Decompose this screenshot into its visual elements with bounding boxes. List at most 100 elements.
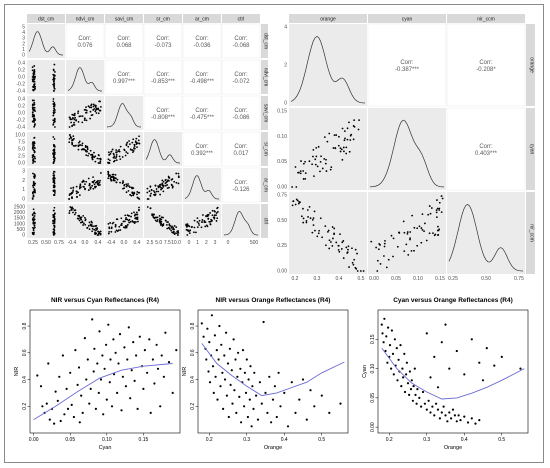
scatter-point — [410, 250, 413, 252]
scatter-point — [136, 218, 139, 220]
scatter-point — [377, 248, 380, 251]
y-tick-label: 0.2 — [190, 403, 196, 410]
scatter-point — [256, 418, 260, 421]
scatter-point — [353, 125, 356, 128]
scatter-point — [212, 391, 215, 394]
scatter-point — [32, 172, 34, 175]
x-tick-label: 0.2 — [386, 437, 393, 443]
scatter-point — [384, 239, 386, 242]
scatter-point — [99, 172, 102, 174]
scatter-point — [320, 394, 323, 397]
scatter-point — [79, 144, 82, 146]
scatter-point — [384, 349, 387, 353]
scatter-point — [420, 405, 423, 408]
y-tick-label: 4 — [22, 30, 25, 36]
scatter-point — [333, 233, 335, 236]
scatter-point — [69, 371, 72, 374]
scatter-point — [97, 153, 100, 156]
scatter-point — [72, 207, 74, 210]
scatter-point — [72, 190, 74, 193]
scatter-point — [243, 405, 246, 408]
scatter-point — [126, 141, 129, 144]
scatter-point — [70, 208, 73, 211]
scatter-point — [129, 193, 132, 196]
scatter-point — [333, 227, 336, 230]
scatter-point — [99, 378, 103, 381]
plot-title: Cyan versus Orange Reflectances (R4) — [393, 297, 513, 304]
scatter-point — [205, 215, 208, 218]
scatter-point — [120, 217, 123, 220]
scatter-point — [402, 220, 405, 223]
x-tick-label: 5.0 — [155, 240, 162, 246]
scatter-point — [440, 195, 443, 197]
scatter-point — [338, 135, 340, 138]
x-tick-label: 0.10 — [102, 437, 112, 443]
scatter-point — [383, 242, 386, 245]
scatter-point — [246, 415, 249, 419]
scatter-point — [77, 112, 79, 114]
y-tick-label: 0.15 — [277, 109, 287, 115]
scatter-point — [68, 210, 71, 212]
scatter-point — [90, 220, 93, 223]
scatter-point — [83, 186, 85, 188]
scatter-point — [87, 224, 90, 227]
scatter-point — [53, 150, 56, 153]
scatter-point — [339, 402, 342, 405]
scatter-point — [149, 186, 152, 188]
scatter-point — [90, 114, 93, 117]
scatter-point — [115, 159, 118, 161]
scatter-point — [75, 192, 78, 195]
x-axis-label: Orange — [264, 445, 282, 451]
scatter-point — [325, 158, 327, 161]
y-tick-label: 0.4 — [22, 376, 28, 383]
scatter-point — [33, 88, 36, 90]
corr-cell — [221, 95, 261, 131]
scatter-point — [77, 214, 80, 217]
scatter-point — [244, 391, 248, 394]
scatter-point — [82, 224, 85, 226]
scatter-point — [218, 324, 221, 328]
strip-right-0 — [261, 24, 268, 58]
scatter-point — [308, 205, 311, 208]
scatter-point — [143, 349, 146, 352]
scatter-point — [88, 106, 91, 109]
scatter-point — [405, 243, 408, 246]
scatter-point — [208, 341, 211, 344]
scatter-point — [84, 187, 86, 190]
scatter-point — [125, 226, 128, 229]
corr-label: Corr: — [117, 36, 131, 42]
x-tick-label: 0.75 — [54, 240, 64, 246]
scatter-point — [32, 158, 35, 160]
scatter-point — [228, 347, 231, 350]
scatter-point — [342, 257, 345, 259]
density-curve — [184, 175, 219, 200]
scatter-point — [33, 190, 36, 193]
scatter-point — [425, 239, 428, 242]
scatter-point — [198, 219, 201, 222]
corr-cell — [367, 23, 447, 107]
scatter-point — [346, 127, 349, 130]
scatter-point — [53, 105, 56, 108]
scatter-point — [72, 211, 74, 214]
x-tick-label: 0.10 — [413, 276, 423, 282]
scatter-point — [107, 174, 110, 176]
scatter-point — [175, 226, 178, 229]
scatter-point — [321, 236, 323, 239]
scatter-point — [225, 331, 228, 334]
scatter-point — [196, 217, 199, 219]
scatter-point — [52, 220, 54, 223]
scatter-point — [53, 231, 56, 234]
scatter-point — [433, 414, 436, 417]
scatter-point — [154, 193, 157, 196]
panel-bg — [447, 192, 525, 274]
scatter-point — [31, 192, 34, 195]
scatter-point — [385, 335, 388, 338]
scatter-point — [110, 179, 113, 182]
scatter-point — [202, 214, 204, 216]
scatter-point — [202, 335, 205, 338]
scatter-point — [77, 110, 80, 113]
y-tick-label: 2 — [284, 63, 287, 69]
scatter-point — [428, 232, 431, 235]
scatter-point — [451, 408, 455, 411]
scatter-point — [128, 221, 131, 224]
